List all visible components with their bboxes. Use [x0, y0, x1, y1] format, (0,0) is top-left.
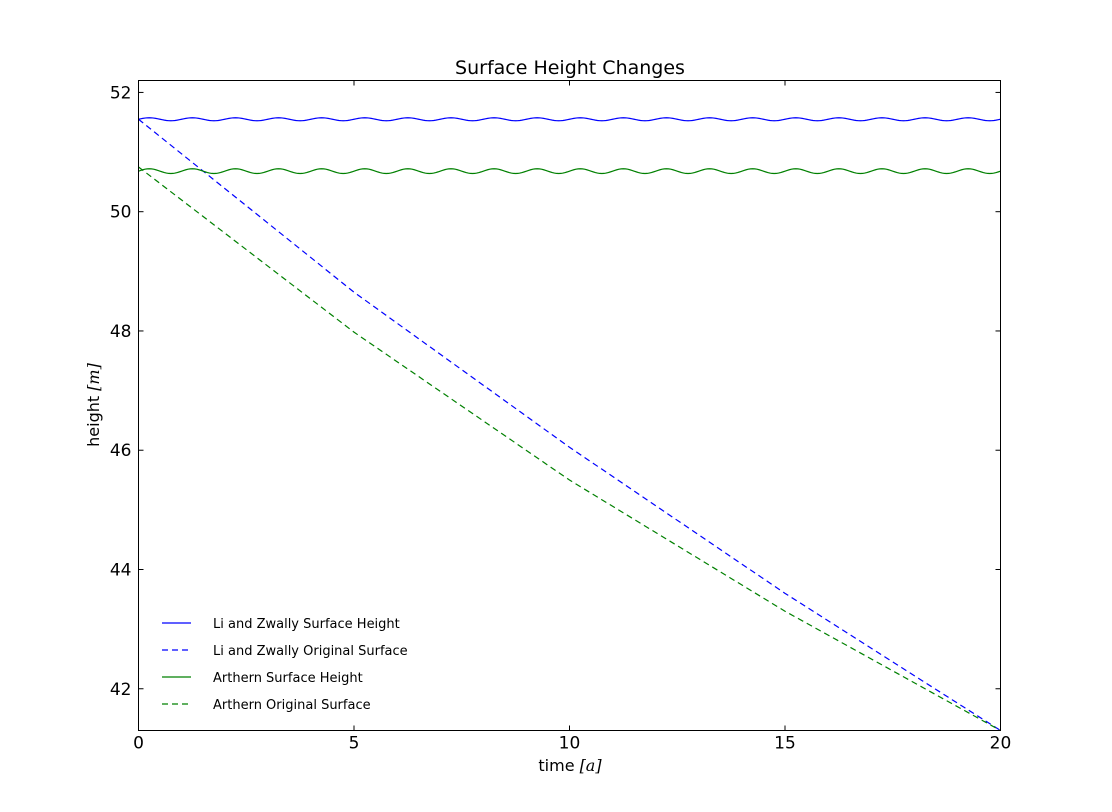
- legend: Li and Zwally Surface Height Li and Zwall…: [162, 617, 408, 713]
- y-tick-label: 44: [110, 560, 132, 580]
- y-tick-label: 50: [110, 203, 132, 223]
- chart-title: Surface Height Changes: [455, 57, 685, 79]
- y-tick-label: 42: [110, 680, 132, 700]
- legend-label-1: Li and Zwally Surface Height: [213, 617, 400, 632]
- legend-label-2: Li and Zwally Original Surface: [213, 644, 408, 659]
- plot-frame: [138, 80, 1001, 731]
- x-tick-label: 0: [133, 734, 144, 754]
- y-tick-label: 48: [110, 322, 132, 342]
- x-axis-label-text: time: [538, 756, 574, 775]
- x-tick-label: 5: [349, 734, 360, 754]
- series-line-4: [138, 166, 1001, 732]
- series-line-3: [138, 168, 1001, 175]
- y-axis-label: height [m]: [84, 362, 103, 446]
- x-axis-label: time [a]: [538, 756, 602, 775]
- series-line-1: [138, 117, 1001, 122]
- legend-label-3: Arthern Surface Height: [213, 671, 363, 686]
- x-tick-label: 20: [990, 734, 1012, 754]
- tick-layer: 0 5 10 15 20 42 44 46 48 50 52: [110, 80, 1012, 754]
- x-tick-label: 15: [774, 734, 796, 754]
- y-tick-label: 46: [110, 441, 132, 461]
- x-tick-label: 10: [559, 734, 581, 754]
- legend-label-4: Arthern Original Surface: [213, 698, 371, 713]
- x-axis-unit: [a]: [580, 756, 603, 775]
- series-layer: [138, 117, 1001, 732]
- y-axis-label-text: height: [84, 396, 103, 447]
- series-line-2: [138, 118, 1001, 732]
- y-tick-label: 52: [110, 83, 132, 103]
- y-axis-unit: [m]: [84, 362, 103, 390]
